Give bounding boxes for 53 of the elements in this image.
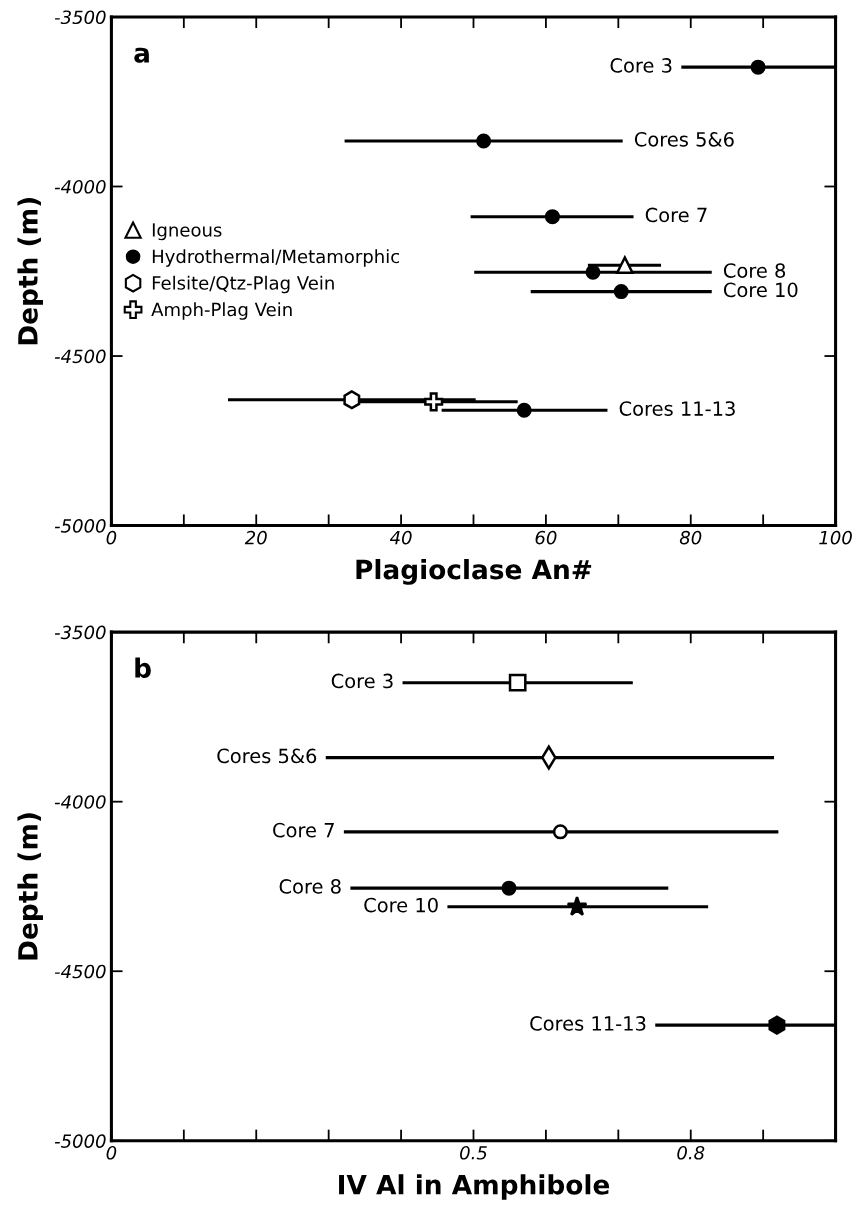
y-tick-label: -4000 <box>54 795 106 809</box>
annotation: Cores 11-13 <box>530 1016 646 1031</box>
legend-label: Hydrothermal/Metamorphic <box>152 249 400 267</box>
x-tick-label: 80 <box>679 530 702 545</box>
annotation: Core 3 <box>610 58 672 73</box>
annotation: Core 7 <box>273 822 334 838</box>
x-tick-label: 0 <box>106 530 117 545</box>
x-tick-label: 0.8 <box>677 1145 705 1160</box>
y-axis-title: Depth (m) <box>17 813 43 960</box>
point <box>613 284 629 300</box>
annotation: b <box>135 657 151 678</box>
x-tick-label: 40 <box>389 530 412 545</box>
x-tick-label: 0 <box>106 1145 117 1160</box>
y-tick-label: -4000 <box>54 179 106 194</box>
point <box>768 1015 786 1035</box>
point <box>585 264 601 280</box>
y-tick-label: -5000 <box>54 519 106 533</box>
y-tick-label: -4500 <box>54 964 106 979</box>
annotation: Core 8 <box>279 879 341 894</box>
x-axis-title: IV Al in Amphibole <box>339 1174 610 1200</box>
y-tick-label: -4500 <box>54 349 106 364</box>
x-tick-label: 0.5 <box>460 1145 487 1160</box>
annotation: a <box>134 47 149 63</box>
legend-label: Amph-Plag Vein <box>151 302 292 320</box>
point <box>516 402 532 418</box>
x-tick-label: 100 <box>819 530 852 545</box>
annotation: Cores 11-13 <box>619 401 735 416</box>
x-axis-title: Plagioclase An# <box>356 559 592 585</box>
point <box>343 390 361 410</box>
point <box>750 59 766 75</box>
legend-label: Igneous <box>152 223 222 241</box>
point <box>476 133 492 149</box>
point <box>615 256 634 275</box>
y-tick-label: -3500 <box>54 10 106 25</box>
point <box>501 880 517 896</box>
annotation: Core 10 <box>723 282 798 298</box>
x-tick-label: 60 <box>535 530 557 545</box>
annotation: Cores 5&6 <box>217 748 317 764</box>
y-axis-title: Depth (m) <box>17 198 43 345</box>
point <box>508 673 527 692</box>
annotation: Core 7 <box>645 207 707 223</box>
point <box>544 209 560 225</box>
annotation: Core 8 <box>723 263 786 278</box>
legend-label: Felsite/Qtz-Plag Vein <box>152 275 334 294</box>
annotation: Core 10 <box>364 897 438 913</box>
y-tick-label: -5000 <box>54 1134 106 1148</box>
annotation: Cores 5&6 <box>634 131 734 147</box>
annotation: Core 3 <box>331 673 393 689</box>
point <box>552 824 568 840</box>
x-tick-label: 20 <box>244 530 267 545</box>
point <box>424 392 444 412</box>
point <box>566 895 588 916</box>
y-tick-label: -3500 <box>54 625 106 640</box>
